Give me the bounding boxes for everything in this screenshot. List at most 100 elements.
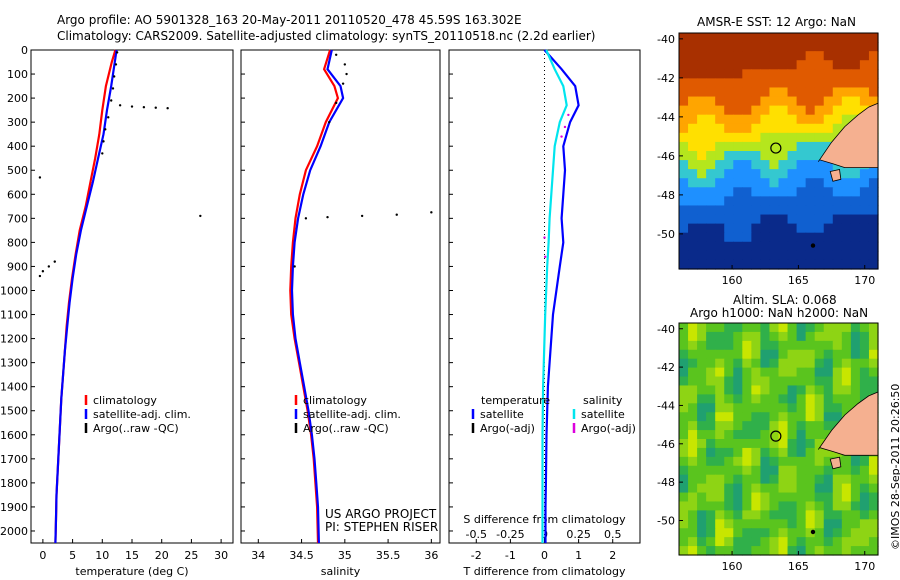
map-0-cell	[778, 69, 789, 79]
map-1-cell	[715, 385, 725, 395]
map-0-cell	[715, 259, 725, 270]
map-1-cell	[796, 430, 807, 440]
map-1-cell	[688, 385, 698, 395]
map-0-cell	[814, 33, 825, 43]
map-1-cell	[697, 376, 707, 387]
map-1-cell	[805, 331, 816, 342]
map-0-cell	[688, 42, 698, 52]
map-0-cell	[787, 69, 798, 79]
map-0-cell	[733, 160, 743, 170]
series-point-0-2	[142, 106, 146, 109]
map-0-cell	[859, 78, 870, 89]
map-1-cell	[778, 510, 789, 520]
map-1-cell	[733, 358, 743, 369]
map-1-cell	[787, 340, 798, 351]
map-0-cell	[823, 232, 834, 243]
map-0-cell	[715, 205, 725, 216]
map-0-cell	[742, 178, 752, 188]
map-0-cell	[760, 141, 771, 152]
map-1-cell	[715, 367, 725, 378]
map-0-cell	[724, 160, 734, 170]
map-0-cell	[679, 105, 689, 116]
map-0-cell	[751, 259, 762, 270]
map-1-cell	[679, 447, 689, 458]
map-1-cell	[778, 430, 789, 440]
map-0-cell	[868, 259, 879, 270]
map-0-cell	[742, 123, 752, 134]
map-0-cell	[796, 241, 807, 252]
map-0-cell	[697, 132, 707, 143]
map-1-cell	[778, 474, 789, 485]
map-0-cell	[859, 205, 870, 216]
map-1-cell	[841, 331, 852, 342]
map-1-cell	[823, 474, 834, 485]
series-point-0-2	[110, 99, 113, 102]
map-0-cell	[715, 114, 725, 125]
map-1-cell	[859, 474, 870, 485]
map-0-cell	[787, 259, 798, 270]
map-0-cell	[778, 214, 789, 225]
panel-1-xtick-label: 35	[338, 549, 352, 562]
map-1-cell	[733, 492, 743, 503]
map-0-cell	[832, 42, 843, 52]
map-0-cell	[769, 105, 780, 116]
map-1-cell	[841, 474, 852, 485]
map-0-cell	[778, 259, 789, 270]
map-1-cell	[787, 394, 798, 404]
map-0-cell	[823, 241, 834, 252]
map-0-cell	[805, 178, 816, 188]
map-1-island	[829, 456, 842, 470]
map-1-cell	[814, 510, 825, 520]
series-line-2-1	[541, 49, 568, 543]
map-1-cell	[697, 483, 707, 494]
map-0-island	[829, 169, 842, 182]
map-0-cell	[697, 250, 707, 261]
map-0-cell	[742, 96, 752, 107]
map-0-cell	[787, 214, 798, 225]
panel-2-top-tick-label: 0.5	[604, 528, 622, 541]
map-0-cell	[769, 205, 780, 216]
map-1-cell	[742, 501, 752, 511]
map-0-cell	[715, 160, 725, 170]
series-point-0-2	[166, 106, 169, 110]
map-0-cell	[850, 105, 861, 116]
map-0-cell	[742, 69, 752, 79]
map-0-cell	[679, 160, 689, 170]
series-point-2-2	[560, 135, 563, 138]
map-1-cell	[688, 376, 698, 387]
map-0-cell	[850, 214, 861, 225]
map-0-cell	[760, 132, 771, 143]
map-0-cell	[787, 60, 798, 70]
map-0-cell	[715, 87, 725, 98]
map-1-cell	[841, 528, 852, 538]
map-1-cell	[859, 465, 870, 476]
map-0-cell	[760, 178, 771, 188]
map-1-cell	[724, 439, 734, 449]
map-0-cell	[724, 33, 734, 43]
map-0-cell	[823, 87, 834, 98]
map-1-cell	[760, 519, 771, 529]
map-1-cell	[697, 367, 707, 378]
map-1-cell	[787, 430, 798, 440]
map-1-cell	[724, 537, 734, 547]
map-1-cell	[832, 403, 843, 413]
map-1-cell	[688, 394, 698, 404]
map-0-cell	[688, 187, 698, 197]
map-1-cell	[742, 358, 752, 369]
map-1-cell	[751, 465, 762, 476]
map-0-cell	[751, 241, 762, 252]
map-0-cell	[733, 232, 743, 243]
map-1-cell	[742, 340, 752, 351]
map-0-cell	[760, 69, 771, 79]
map-0-cell	[796, 214, 807, 225]
map-0-cell	[832, 33, 843, 43]
map-1-cell	[706, 358, 716, 369]
map-0-auckland-islands	[810, 243, 816, 248]
ytick-label: 1800	[0, 477, 28, 490]
map-0-cell	[787, 87, 798, 98]
map-0-cell	[814, 60, 825, 70]
map-1-cell	[724, 323, 734, 333]
map-1-cell	[679, 349, 689, 360]
map-0-cell	[778, 114, 789, 125]
map-1-cell	[859, 456, 870, 467]
